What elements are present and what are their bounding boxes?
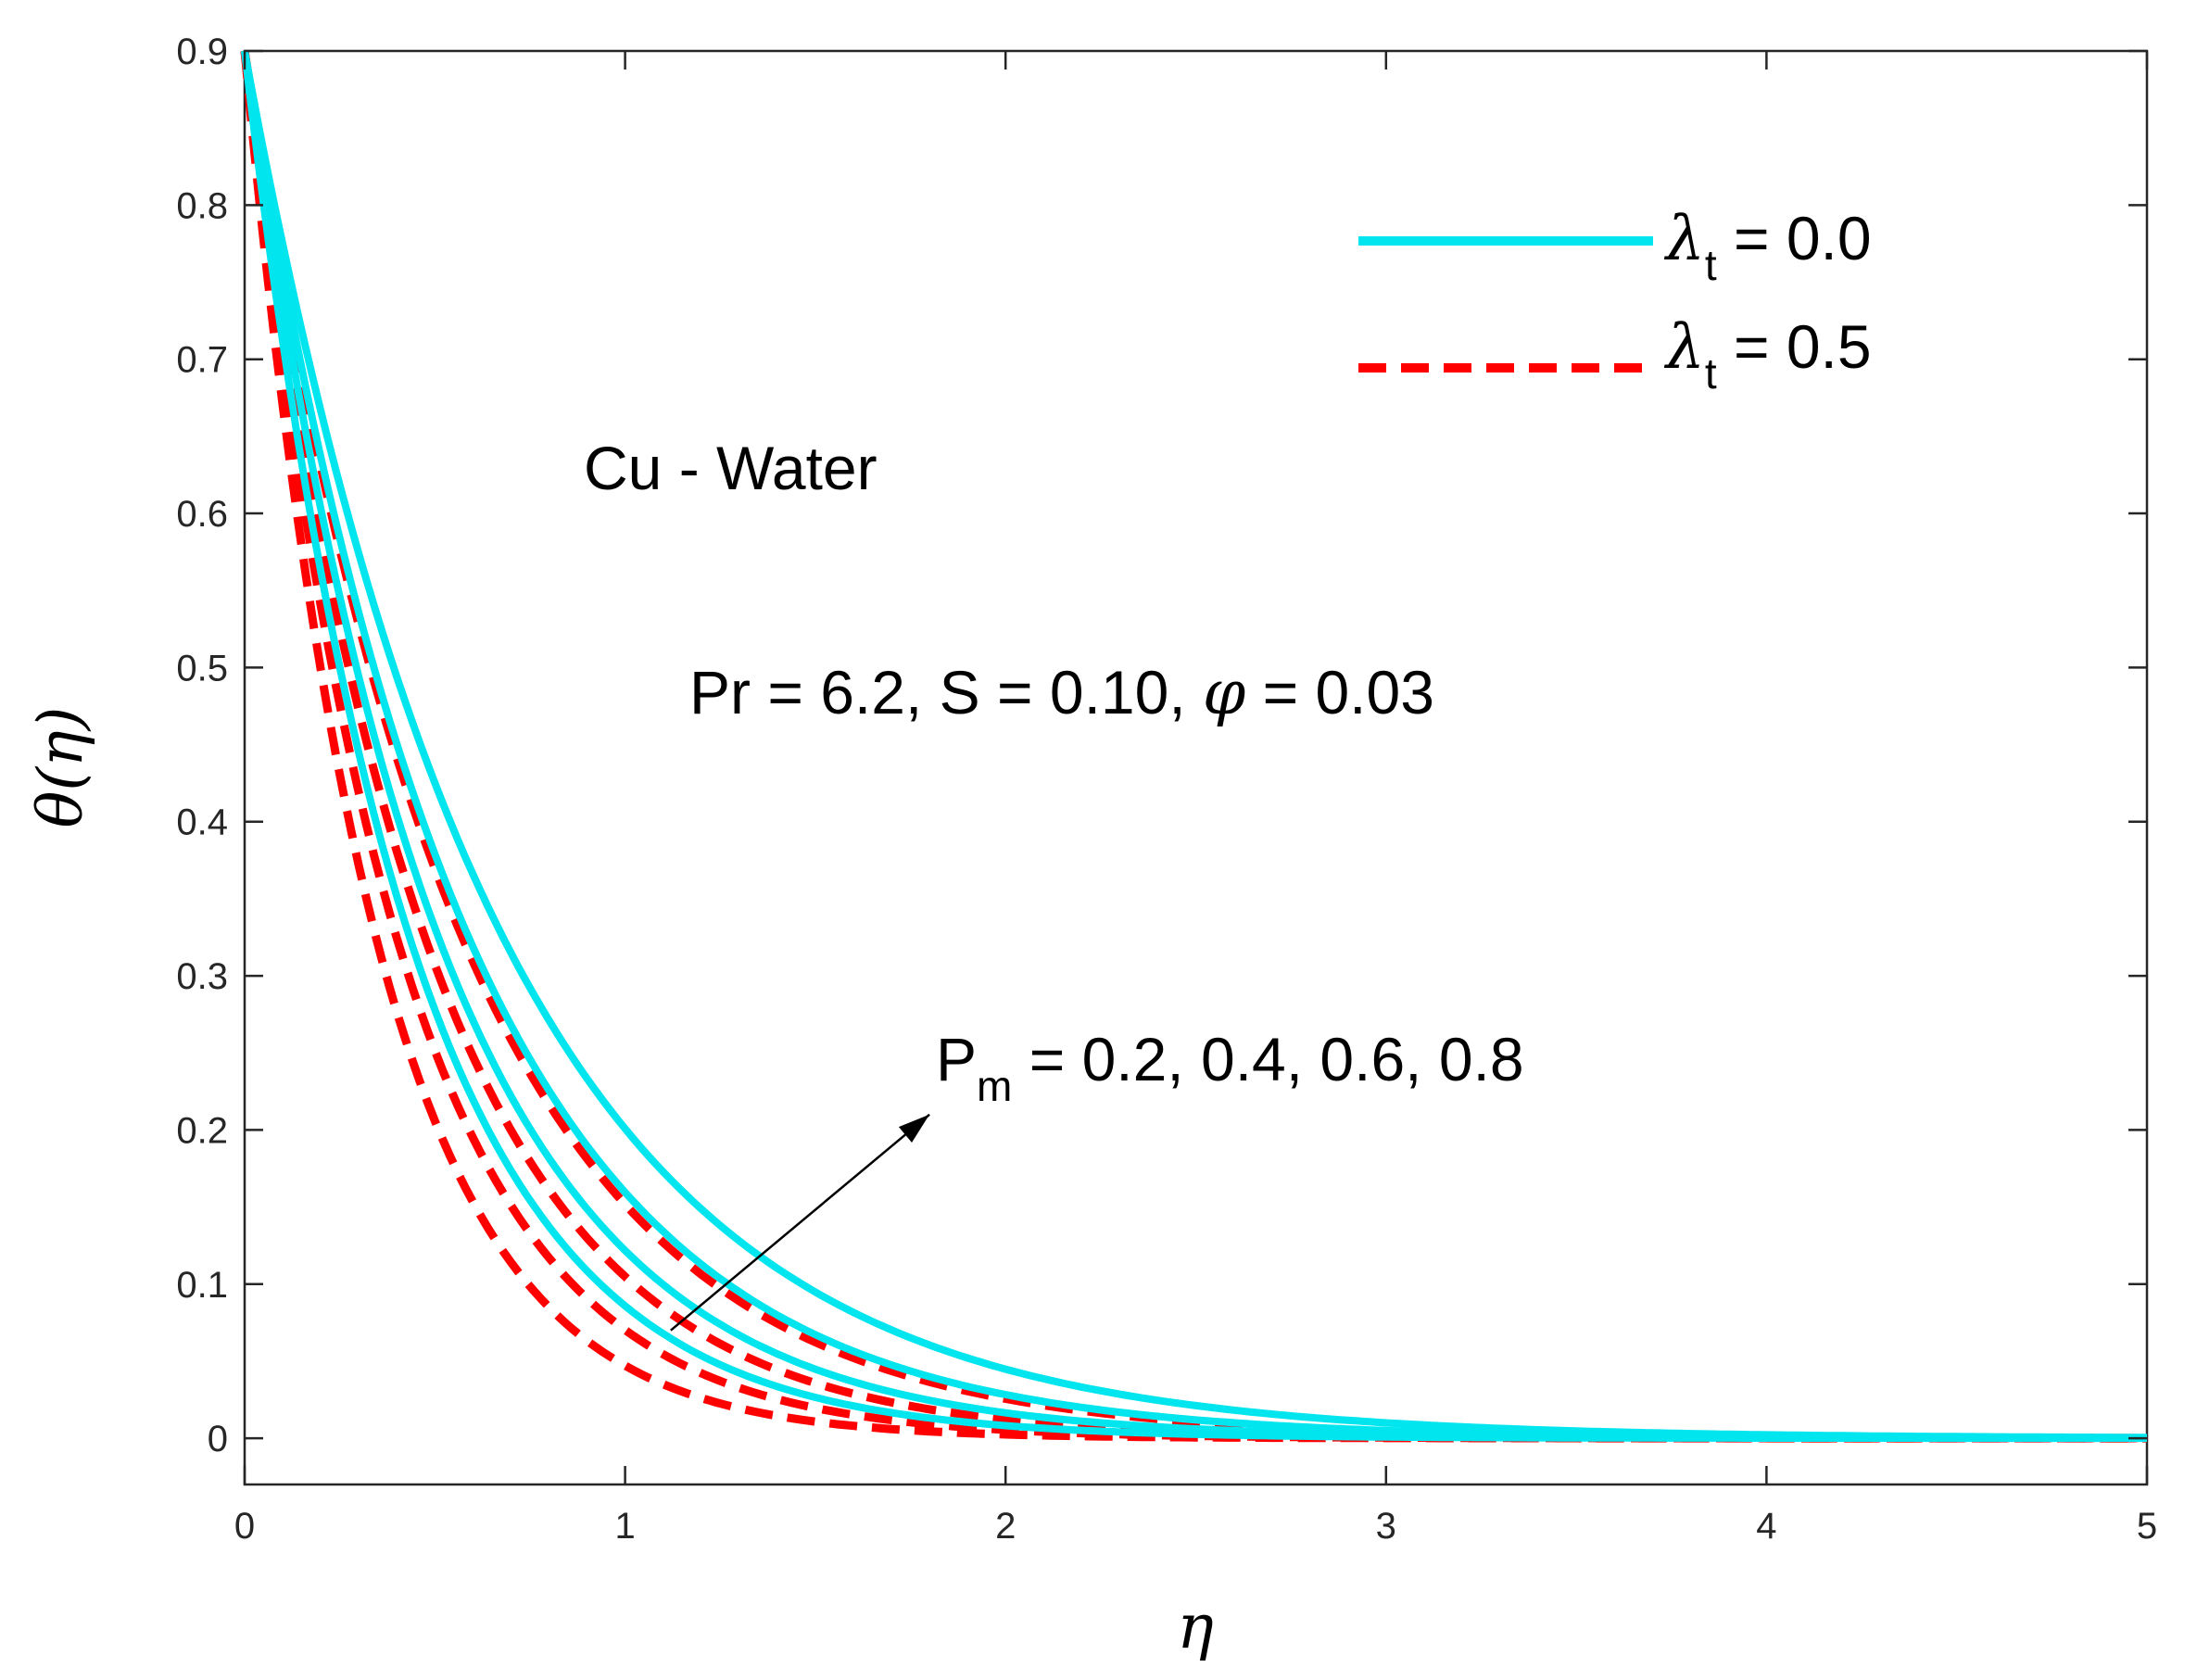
ticks-layer: 0 1 2 3 4 5 0 0.1 0.2 0.3 0.4 0.5 0.6 0.7 0.8 0.9 [176, 32, 2157, 1547]
x-tick-label: 0 [234, 1506, 255, 1547]
x-tick-label: 1 [614, 1506, 635, 1547]
x-tick-label: 5 [2137, 1506, 2157, 1547]
pm-arrow-shaft [670, 1113, 930, 1332]
y-tick-label: 0.7 [176, 340, 228, 381]
curves-layer [240, 50, 2148, 1443]
y-tick-label: 0.2 [176, 1110, 228, 1151]
pm-arrow [670, 1113, 930, 1332]
y-axis-label: θ(η) [25, 707, 96, 828]
legend-label-lambda-05: λt = 0.5 [1663, 311, 1872, 398]
y-tick-label: 0.9 [176, 32, 228, 72]
params-phi: φ [1203, 657, 1245, 728]
params-prefix: Pr = 6.2, S = 0.10, [689, 658, 1203, 726]
curve-lambda-0-pm-08 [241, 50, 2148, 1442]
y-tick-label: 0.8 [176, 185, 228, 226]
x-tick-label: 3 [1376, 1506, 1396, 1547]
legend-0-rest: = 0.0 [1717, 204, 1872, 272]
y-tick-label: 0.5 [176, 648, 228, 688]
pm-sub: m [977, 1062, 1012, 1110]
legend-1-rest: = 0.5 [1717, 312, 1872, 381]
legend: λt = 0.0 λt = 0.5 [1358, 203, 1872, 398]
y-tick-label: 0.3 [176, 956, 228, 997]
x-tick-label: 4 [1756, 1506, 1776, 1547]
params-annotation: Pr = 6.2, S = 0.10, φ = 0.03 [689, 657, 1434, 728]
legend-0-sub: t [1705, 241, 1717, 289]
pm-rest: = 0.2, 0.4, 0.6, 0.8 [1012, 1025, 1523, 1093]
y-tick-label: 0.6 [176, 494, 228, 535]
y-tick-label: 0.1 [176, 1265, 228, 1306]
legend-1-sub: t [1705, 349, 1717, 398]
pm-arrow-head [898, 1114, 930, 1143]
pm-annotation: Pm = 0.2, 0.4, 0.6, 0.8 [936, 1025, 1524, 1110]
x-axis-label: η [1177, 1591, 1214, 1662]
legend-1-symbol: λ [1663, 311, 1705, 383]
fluid-annotation: Cu - Water [584, 434, 878, 502]
legend-label-lambda-0: λt = 0.0 [1663, 203, 1872, 289]
y-tick-label: 0.4 [176, 802, 228, 843]
legend-0-symbol: λ [1663, 203, 1705, 274]
x-tick-label: 2 [995, 1506, 1016, 1547]
params-suffix: = 0.03 [1245, 658, 1434, 726]
pm-main: P [936, 1025, 977, 1093]
y-tick-label: 0 [208, 1419, 228, 1459]
